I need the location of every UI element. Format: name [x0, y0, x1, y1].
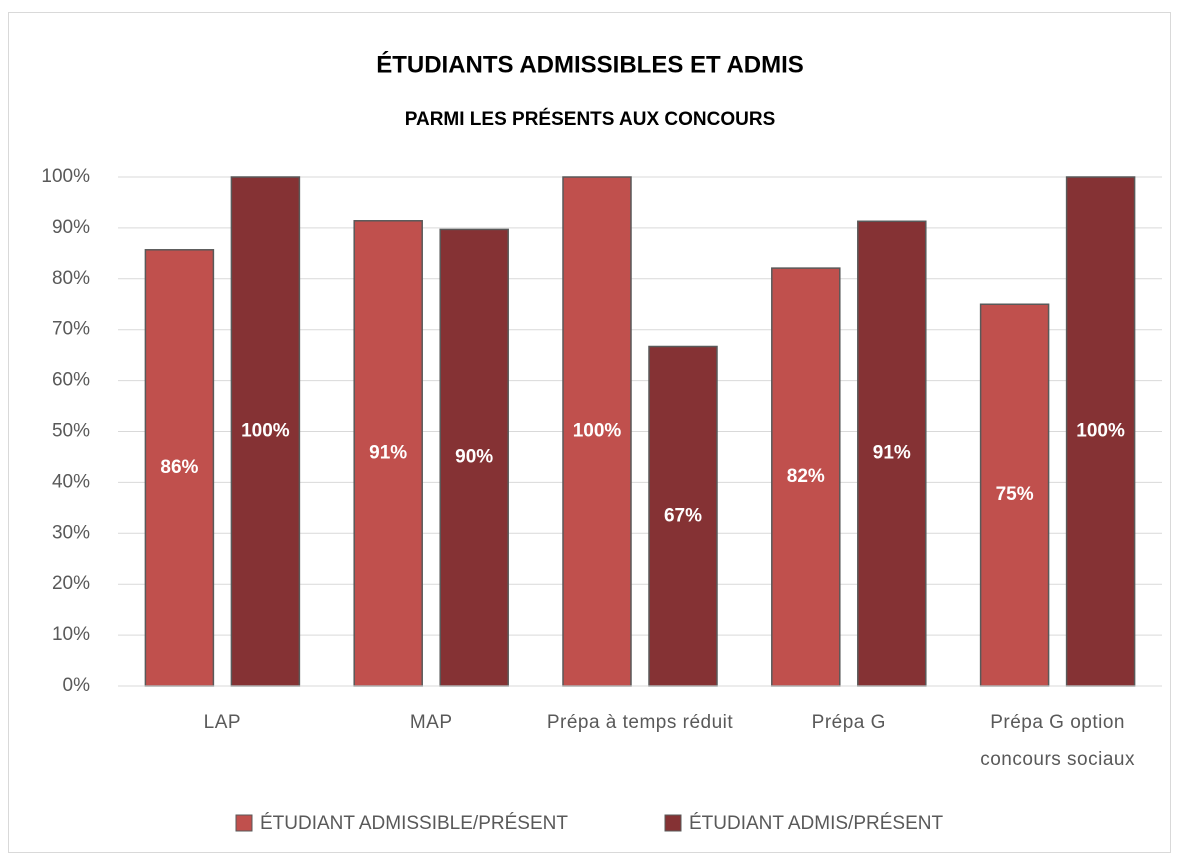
legend-label: ÉTUDIANT ADMISSIBLE/PRÉSENT: [260, 813, 568, 834]
y-tick-label: 70%: [52, 319, 90, 340]
data-label: 100%: [1076, 421, 1125, 442]
data-label: 90%: [455, 447, 493, 468]
legend-swatch: [664, 814, 682, 832]
bar: [439, 228, 509, 687]
data-label: 91%: [873, 443, 911, 464]
chart-title: ÉTUDIANTS ADMISSIBLES ET ADMIS: [376, 50, 804, 78]
data-label: 82%: [787, 466, 825, 487]
bar: [771, 267, 841, 687]
bar: [144, 249, 215, 687]
legend-swatch: [235, 814, 253, 832]
x-tick-label: LAP: [203, 712, 242, 733]
y-tick-label: 100%: [41, 166, 90, 187]
bar: [857, 220, 927, 687]
y-tick-label: 90%: [52, 217, 90, 238]
data-label: 91%: [369, 442, 407, 463]
y-tick-label: 0%: [63, 675, 91, 696]
bar: [353, 220, 423, 687]
bar: [1065, 176, 1136, 687]
legend-label: ÉTUDIANT ADMIS/PRÉSENT: [689, 813, 943, 834]
y-tick-label: 20%: [52, 573, 90, 594]
bar: [979, 303, 1050, 687]
data-label: 75%: [996, 484, 1034, 505]
x-tick-label: Prépa G option concours sociaux: [980, 712, 1135, 770]
data-label: 100%: [573, 421, 622, 442]
data-label: 100%: [241, 421, 290, 442]
y-tick-label: 40%: [52, 471, 90, 492]
data-label: 67%: [664, 505, 702, 526]
x-tick-label: Prépa G: [811, 712, 886, 733]
y-tick-label: 60%: [52, 370, 90, 391]
x-tick-label: MAP: [409, 712, 453, 733]
y-tick-label: 80%: [52, 268, 90, 289]
y-tick-label: 10%: [52, 624, 90, 645]
y-tick-label: 30%: [52, 522, 90, 543]
bar: [562, 176, 632, 687]
x-tick-label: Prépa à temps réduit: [546, 712, 734, 733]
bar: [230, 176, 301, 687]
y-tick-label: 50%: [52, 421, 90, 442]
data-label: 86%: [160, 457, 198, 478]
chart-subtitle: PARMI LES PRÉSENTS AUX CONCOURS: [405, 108, 776, 130]
